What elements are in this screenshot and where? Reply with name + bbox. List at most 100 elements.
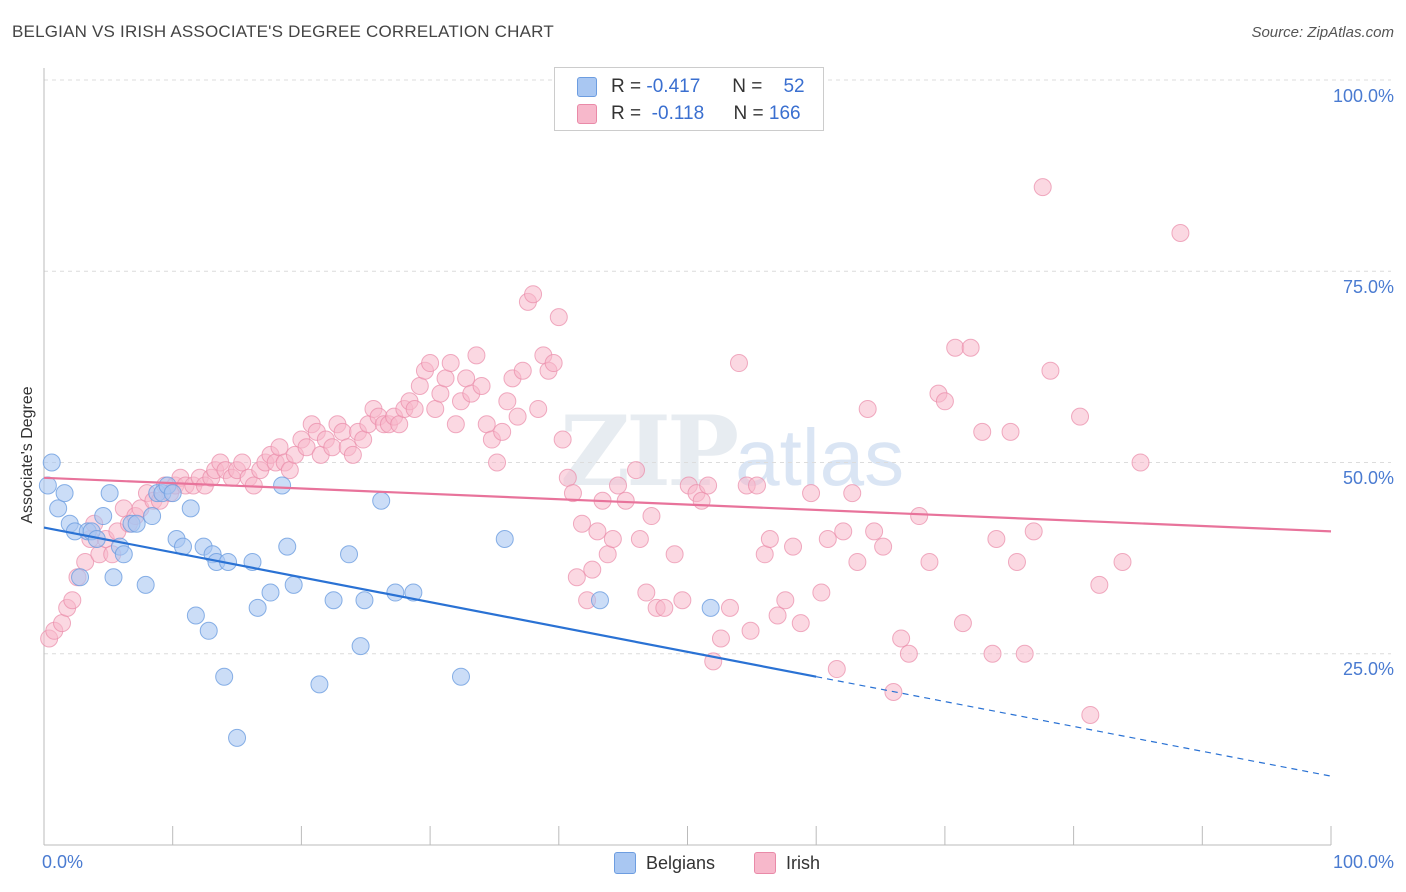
irish-point <box>642 507 661 526</box>
belgian-point <box>590 591 609 610</box>
belgian-point <box>71 568 90 587</box>
irish-legend-swatch <box>754 852 776 874</box>
belgian-point <box>273 476 292 495</box>
x-tick-100: 100.0% <box>1332 852 1394 872</box>
belgian-point <box>355 591 374 610</box>
irish-point <box>441 354 460 373</box>
irish-point <box>812 583 831 602</box>
irish-point <box>755 545 774 564</box>
belgian-point <box>100 484 119 503</box>
irish-point <box>583 560 602 579</box>
legend-row-belgians: R = -0.417 N = 52 <box>577 75 805 99</box>
r-label: R = <box>611 76 642 97</box>
belgian-point <box>278 537 297 556</box>
axes <box>43 68 1332 846</box>
chart-title: BELGIAN VS IRISH ASSOCIATE'S DEGREE CORR… <box>12 22 554 41</box>
irish-point <box>563 484 582 503</box>
source-label: Source: ZipAtlas.com <box>1251 24 1394 41</box>
irish-point <box>390 415 409 434</box>
irish-point <box>524 285 543 304</box>
irish-point <box>493 422 512 441</box>
irish-point <box>920 552 939 571</box>
irish-swatch <box>577 104 597 124</box>
irish-point <box>720 598 739 617</box>
belgian-point <box>310 675 329 694</box>
belgian-point <box>228 728 247 747</box>
irish-point <box>280 461 299 480</box>
irish-point <box>297 438 316 457</box>
y-tick-25: 25.0% <box>1342 659 1394 679</box>
irish-point <box>323 438 342 457</box>
belgian-point <box>324 591 343 610</box>
belgian-point <box>372 491 391 510</box>
irish-point <box>1171 224 1190 242</box>
belgian-point <box>55 484 74 503</box>
irish-point <box>467 346 486 365</box>
irish-point <box>477 415 496 434</box>
irish-point <box>848 552 867 571</box>
belgians-trendline <box>43 526 817 678</box>
irish-point <box>426 399 445 418</box>
irish-point <box>834 522 853 541</box>
stats-legend: R = -0.417 N = 52 R = -0.118 N = 166 <box>554 67 824 131</box>
x-tick-0: 0.0% <box>42 852 84 872</box>
irish-point <box>692 491 711 510</box>
belgian-point <box>340 545 359 564</box>
belgian-point <box>351 637 370 656</box>
irish-point <box>699 476 718 495</box>
y-axis-label: Associate's Degree <box>19 386 36 524</box>
irish-point <box>1007 552 1026 571</box>
belgian-point <box>495 530 514 548</box>
r-value: -0.118 <box>651 103 705 124</box>
irish-point <box>588 522 607 541</box>
belgian-point <box>404 583 423 602</box>
irish-point <box>843 484 862 503</box>
belgian-point <box>42 453 61 472</box>
irish-point <box>1001 422 1020 441</box>
belgian-point <box>199 621 218 640</box>
irish-point <box>818 530 837 548</box>
irish-point <box>1081 705 1100 724</box>
irish-point <box>1024 522 1043 541</box>
belgian-point <box>386 583 405 602</box>
irish-point <box>983 644 1002 663</box>
irish-point <box>1131 453 1150 472</box>
irish-point <box>603 530 622 548</box>
belgians-legend-swatch <box>614 852 636 874</box>
irish-trendline <box>43 476 1332 533</box>
irish-point <box>827 660 846 679</box>
irish-point <box>553 430 572 449</box>
legend-item-irish: Irish <box>754 852 820 874</box>
irish-point <box>446 415 465 434</box>
irish-point <box>1015 644 1034 663</box>
irish-point <box>892 629 911 648</box>
irish-point <box>665 545 684 564</box>
irish-point <box>874 537 893 556</box>
irish-point <box>802 484 821 503</box>
irish-point <box>436 369 455 388</box>
belgian-point <box>451 667 470 686</box>
irish-legend-label: Irish <box>786 852 821 873</box>
belgian-point <box>701 598 720 617</box>
belgian-point <box>248 598 267 617</box>
irish-point <box>53 614 72 633</box>
irish-point <box>333 422 352 441</box>
irish-point <box>410 377 429 395</box>
irish-point <box>946 338 965 357</box>
n-label: N = <box>733 103 764 124</box>
irish-point <box>1041 361 1060 380</box>
irish-point <box>567 568 586 587</box>
irish-point <box>488 453 507 472</box>
irish-point <box>784 537 803 556</box>
belgian-point <box>104 568 123 587</box>
irish-point <box>987 530 1006 548</box>
y-tick-50: 50.0% <box>1342 468 1394 488</box>
irish-point <box>711 629 730 648</box>
irish-points <box>40 178 1190 724</box>
irish-point <box>935 392 954 411</box>
irish-point <box>1113 552 1132 571</box>
irish-point <box>421 354 440 373</box>
irish-point <box>544 354 563 373</box>
belgian-points <box>38 453 720 747</box>
